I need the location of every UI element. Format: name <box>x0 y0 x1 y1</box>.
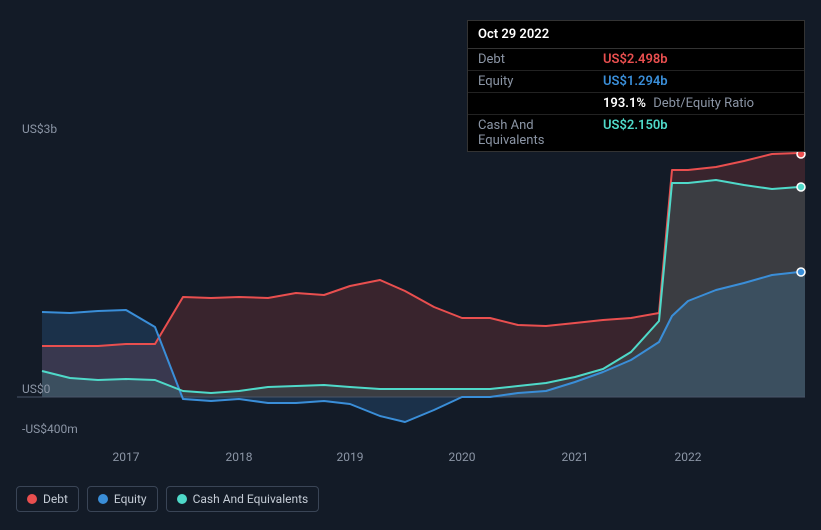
legend-marker-icon <box>177 494 187 504</box>
chart-tooltip: Oct 29 2022 DebtUS$2.498bEquityUS$1.294b… <box>467 20 805 152</box>
legend-marker-icon <box>98 494 108 504</box>
x-tick-label: 2017 <box>113 450 140 464</box>
tooltip-label: Equity <box>478 74 603 89</box>
marker-cash-and-equivalents <box>797 183 805 191</box>
legend-label: Cash And Equivalents <box>193 492 309 506</box>
x-tick-label: 2018 <box>226 450 253 464</box>
y-tick-label: -US$400m <box>22 422 78 436</box>
tooltip-row: EquityUS$1.294b <box>468 71 804 93</box>
y-tick-label: US$0 <box>22 382 50 396</box>
tooltip-label: Debt <box>478 52 603 67</box>
tooltip-value: US$2.498b <box>603 52 668 67</box>
legend-label: Equity <box>114 492 147 506</box>
tooltip-label <box>478 96 603 111</box>
x-tick-label: 2021 <box>562 450 589 464</box>
legend-label: Debt <box>43 492 68 506</box>
tooltip-date: Oct 29 2022 <box>468 21 804 49</box>
tooltip-row: DebtUS$2.498b <box>468 49 804 71</box>
x-tick-label: 2019 <box>337 450 364 464</box>
legend-marker-icon <box>27 494 37 504</box>
legend-item-equity[interactable]: Equity <box>87 486 158 512</box>
x-tick-label: 2022 <box>675 450 702 464</box>
financial-chart: US$3b US$0 -US$400m 2017 2018 2019 2020 2021 20… <box>0 0 821 526</box>
tooltip-value: 193.1% Debt/Equity Ratio <box>603 96 754 111</box>
tooltip-row: Cash And EquivalentsUS$2.150b <box>468 115 804 151</box>
marker-equity <box>797 268 805 276</box>
tooltip-sublabel: Debt/Equity Ratio <box>650 96 754 111</box>
tooltip-value: US$2.150b <box>603 118 668 148</box>
x-tick-label: 2020 <box>449 450 476 464</box>
legend-item-cash-and-equivalents[interactable]: Cash And Equivalents <box>166 486 320 512</box>
tooltip-row: 193.1% Debt/Equity Ratio <box>468 93 804 115</box>
y-tick-label: US$3b <box>22 122 57 136</box>
tooltip-value: US$1.294b <box>603 74 668 89</box>
tooltip-label: Cash And Equivalents <box>478 118 603 148</box>
chart-legend: Debt Equity Cash And Equivalents <box>16 486 319 512</box>
legend-item-debt[interactable]: Debt <box>16 486 79 512</box>
